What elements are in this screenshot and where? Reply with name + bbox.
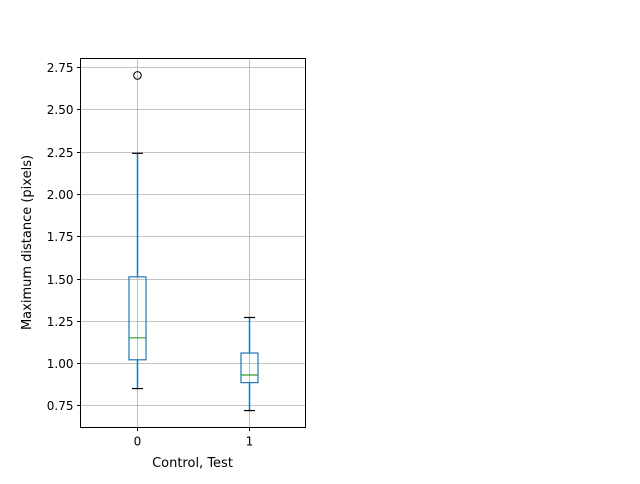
y-tick-label: 1.50 <box>47 273 74 287</box>
y-tick-label: 2.75 <box>47 61 74 75</box>
x-axis-label: Control, Test <box>152 456 233 471</box>
box-iqr <box>128 276 147 361</box>
y-tick-label: 0.75 <box>47 399 74 413</box>
y-tick-label: 2.00 <box>47 188 74 202</box>
y-tick-label: 1.75 <box>47 230 74 244</box>
y-axis-label: Maximum distance (pixels) <box>20 155 35 330</box>
y-tick-label: 2.25 <box>47 146 74 160</box>
boxes <box>128 71 259 412</box>
x-tick-label: 1 <box>246 435 254 449</box>
y-tick-label: 1.25 <box>47 315 74 329</box>
x-tick-label: 0 <box>134 435 142 449</box>
y-axis-ticks: 0.75 1.00 1.25 1.50 1.75 2.00 2.25 2.50 2.75 <box>47 61 81 413</box>
y-tick-label: 2.50 <box>47 103 74 117</box>
grid-lines <box>80 58 306 428</box>
outlier-point <box>133 71 142 80</box>
box-iqr <box>240 352 259 384</box>
y-tick-label: 1.00 <box>47 357 74 371</box>
plot-frame <box>80 58 306 428</box>
